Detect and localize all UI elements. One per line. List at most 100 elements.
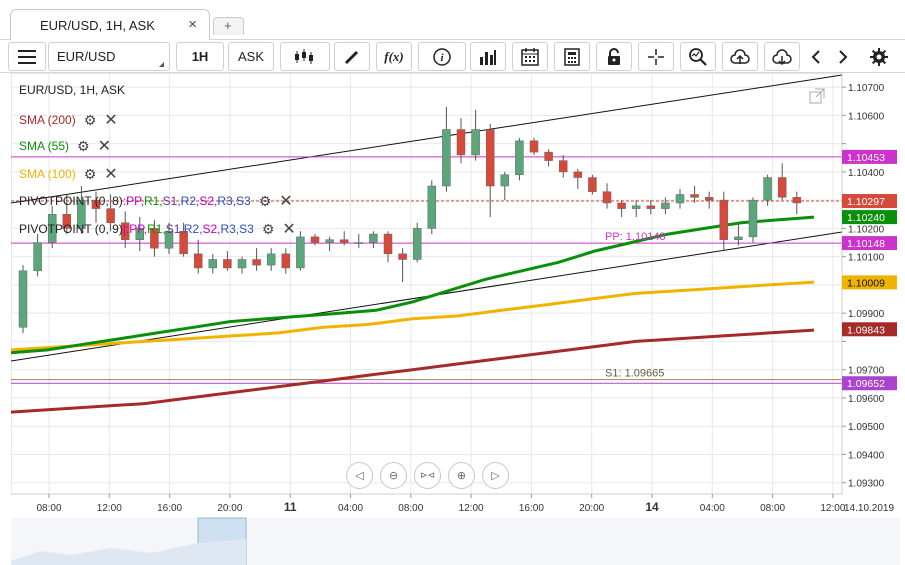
candle-body — [485, 129, 495, 187]
close-icon[interactable]: ✕ — [279, 193, 293, 210]
pivot-separator: : — [122, 194, 127, 208]
zoom-out-icon: ⊖ — [388, 470, 399, 482]
function-icon: f(x) — [384, 48, 404, 64]
price-chart[interactable]: PP: 1.10148 S1: 1.09665 1.10700 1.10600 1.10… — [11, 73, 900, 565]
chart-area[interactable]: PP: 1.10148 S1: 1.09665 1.10700 1.10600 1.10… — [11, 73, 900, 565]
indicator-pivot-8[interactable]: PIVOTPOINT (0, 8) : PP, R1, S1, R2, S2, … — [19, 191, 293, 211]
candle-body — [77, 199, 86, 229]
symbol-selector[interactable]: EUR/USD — [48, 42, 170, 71]
calendar-icon — [521, 47, 539, 66]
calculator-button[interactable] — [554, 42, 590, 71]
tab-eurusd[interactable]: EUR/USD, 1H, ASK × — [10, 9, 210, 40]
reset-zoom-button[interactable]: ⊳⊲ — [414, 462, 441, 489]
close-icon[interactable]: ✕ — [97, 138, 111, 155]
time-tick-label: 11 — [284, 500, 297, 514]
candle-body — [281, 253, 291, 269]
gear-icon[interactable]: ⚙ — [261, 220, 275, 237]
close-icon[interactable]: ✕ — [282, 221, 296, 238]
lock-button[interactable] — [596, 42, 632, 71]
svg-text:i: i — [440, 52, 444, 64]
candle-body — [150, 228, 159, 249]
candle-body — [164, 230, 174, 249]
calendar-button[interactable] — [512, 42, 548, 71]
candle-body — [588, 177, 597, 192]
pan-left-button[interactable]: ◁ — [346, 462, 373, 489]
scroll-left-button[interactable] — [803, 42, 829, 71]
time-tick-label: 08:00 — [760, 503, 785, 514]
indicator-sma55[interactable]: SMA (55) ⚙ ✕ — [19, 136, 111, 156]
add-tab-button[interactable]: + — [213, 17, 244, 35]
upload-button[interactable] — [722, 42, 758, 71]
bar-chart-button[interactable] — [470, 42, 506, 71]
indicator-sma100[interactable]: SMA (100) ⚙ ✕ — [19, 164, 118, 184]
candle-body — [91, 199, 101, 209]
candle-body — [719, 199, 729, 240]
time-tick-label: 12:00 — [820, 503, 845, 514]
pivot-level: R1, — [143, 194, 163, 208]
zoom-button[interactable] — [680, 42, 716, 71]
price-tick-label: 1.10200 — [848, 224, 885, 235]
candle-body — [661, 202, 670, 209]
indicator-sma200[interactable]: SMA (200) ⚙ ✕ — [19, 110, 118, 130]
pivot-level: PP, — [129, 222, 148, 236]
indicator-label: SMA (55) — [19, 139, 70, 153]
pan-right-button[interactable]: ▷ — [482, 462, 509, 489]
candle-body — [734, 236, 743, 240]
price-tick-label: 1.09300 — [848, 479, 885, 490]
date-label: 14.10.2019 — [844, 503, 894, 514]
close-icon[interactable]: ✕ — [104, 112, 118, 129]
zoom-out-button[interactable]: ⊖ — [380, 462, 407, 489]
expand-icon[interactable] — [808, 87, 828, 107]
calculator-icon — [564, 47, 580, 66]
price-tag — [842, 376, 897, 391]
close-icon[interactable]: ✕ — [104, 166, 118, 183]
candle-body — [442, 129, 451, 187]
gear-icon[interactable]: ⚙ — [258, 192, 272, 209]
gear-icon[interactable]: ⚙ — [77, 137, 90, 154]
time-tick-label: 12:00 — [459, 503, 484, 514]
download-button[interactable] — [764, 42, 800, 71]
pivot-level: S1, — [165, 222, 184, 236]
candle-body — [310, 236, 320, 243]
side-label: ASK — [237, 49, 264, 64]
price-tag — [842, 210, 897, 225]
candle-body — [179, 230, 188, 255]
info-button[interactable]: i — [418, 42, 466, 71]
price-tag — [842, 275, 897, 290]
candlestick-icon — [295, 48, 313, 64]
side-button[interactable]: ASK — [228, 42, 274, 71]
pivot-level: R3, — [217, 194, 237, 208]
cloud-download-icon — [772, 48, 792, 65]
candle-body — [544, 151, 553, 161]
draw-button[interactable] — [334, 42, 370, 71]
pencil-icon — [344, 50, 359, 64]
timeframe-button[interactable]: 1H — [176, 42, 224, 71]
price-tick-label: 1.09900 — [848, 309, 885, 320]
candle-body — [675, 194, 685, 204]
candle-body — [237, 259, 247, 269]
candle-body — [339, 239, 349, 243]
candle-body — [412, 228, 422, 260]
menu-button[interactable] — [8, 42, 46, 71]
plot-area — [11, 73, 843, 495]
time-tick-label: 04:00 — [700, 503, 725, 514]
gear-icon[interactable]: ⚙ — [83, 165, 97, 182]
crosshair-button[interactable] — [638, 42, 674, 71]
candle-body — [529, 140, 539, 153]
candle-body — [456, 129, 466, 156]
chart-type-button[interactable] — [280, 42, 330, 71]
sma55-line — [11, 215, 815, 355]
gear-icon[interactable]: ⚙ — [83, 111, 97, 128]
settings-button[interactable] — [864, 42, 894, 71]
price-tick-label: 1.10700 — [848, 83, 885, 94]
chart-title: EUR/USD, 1H, ASK — [19, 83, 126, 97]
zoom-in-button[interactable]: ⊕ — [448, 462, 475, 489]
time-tick-label: 08:00 — [398, 503, 423, 514]
candle-body — [558, 160, 568, 173]
close-icon[interactable]: × — [188, 16, 197, 33]
indicators-button[interactable]: f(x) — [376, 42, 412, 71]
candle-body — [500, 174, 510, 187]
scroll-right-button[interactable] — [830, 42, 856, 71]
indicator-pivot-9[interactable]: PIVOTPOINT (0, 9) |: PP, R1, S1, R2, S2,… — [19, 219, 296, 239]
time-tick-label: 16:00 — [519, 503, 544, 514]
